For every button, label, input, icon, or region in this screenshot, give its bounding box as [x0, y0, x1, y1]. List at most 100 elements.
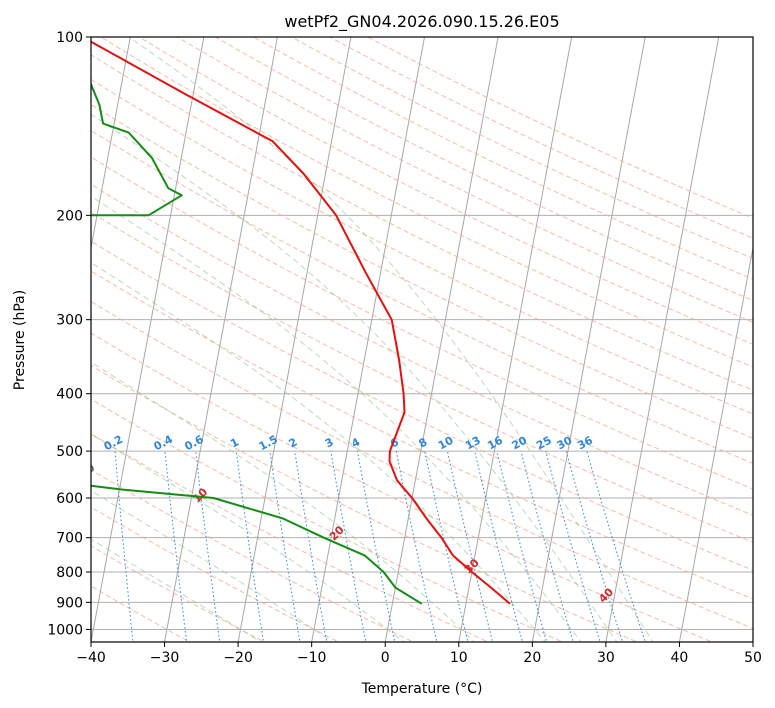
y-tick-label: 200 — [56, 208, 83, 224]
dry-adiabat — [214, 37, 753, 302]
x-tick-label: −40 — [76, 650, 106, 666]
dry-adiabat — [91, 211, 753, 543]
dry-adiabat — [91, 364, 639, 642]
dry-adiabat — [100, 37, 753, 368]
y-tick-label: 600 — [56, 491, 83, 507]
dry-adiabat — [91, 183, 753, 516]
mixing-ratio-label: 13 — [463, 434, 483, 453]
moist-adiabats — [91, 37, 654, 642]
dry-adiabat-label: -10 — [1, 447, 24, 470]
mixing-ratio-line — [565, 450, 624, 642]
plot-frame — [90, 36, 754, 643]
y-axis-label: Pressure (hPa) — [12, 290, 28, 390]
y-tick-label: 1000 — [47, 622, 83, 638]
mixing-ratio-label: 20 — [510, 434, 530, 453]
y-tick-label: 900 — [56, 595, 83, 611]
dry-adiabat — [91, 240, 753, 571]
x-tick-label: 20 — [523, 650, 541, 666]
isotherms — [0, 24, 753, 645]
data-series — [91, 40, 511, 605]
isotherm — [0, 24, 59, 645]
moist-adiabat — [91, 361, 476, 642]
mixing-ratio-label: 8 — [417, 435, 430, 450]
mixing-ratio-line — [164, 451, 188, 642]
dewpoint-profile — [91, 81, 423, 605]
x-tick-label: 10 — [450, 650, 468, 666]
x-tick-label: 0 — [381, 650, 390, 666]
dry-adiabat — [138, 37, 753, 345]
dry-adiabat — [91, 332, 714, 642]
pressure-gridlines — [91, 37, 753, 630]
mixing-ratio-line — [520, 450, 574, 642]
dry-adiabat — [91, 270, 753, 600]
x-axis-label: Temperature (°C) — [361, 681, 483, 697]
moist-adiabat — [91, 195, 582, 642]
dry-adiabat — [91, 398, 564, 642]
y-axis: 100 200 300 400 500 600 700 800 900 1000 — [47, 30, 91, 638]
dry-adiabats — [91, 37, 753, 642]
moist-adiabat — [91, 490, 334, 642]
mixing-ratio-line — [330, 451, 367, 642]
dry-adiabat — [91, 129, 753, 464]
y-tick-label: 500 — [56, 444, 83, 460]
mixing-ratio-label: 2 — [287, 435, 300, 450]
mixing-ratio-lines — [68, 450, 646, 644]
moist-adiabat — [128, 37, 654, 642]
mixing-ratio-label: 1 — [228, 435, 241, 450]
mixing-ratio-label: 0.6 — [182, 433, 206, 454]
mixing-ratio-line — [545, 450, 601, 642]
isotherm — [384, 37, 499, 642]
plot-area: 0.10.20.40.611.52346810131620253036-100-… — [0, 24, 753, 645]
mixing-ratio-line — [446, 450, 494, 642]
mixing-ratio-line — [356, 451, 396, 642]
dry-adiabat-label: 0 — [83, 461, 98, 476]
isotherm — [91, 37, 205, 642]
dry-adiabat — [91, 433, 490, 642]
mixing-ratio-line — [395, 451, 438, 642]
y-tick-label: 300 — [56, 313, 83, 329]
x-tick-label: 40 — [671, 650, 689, 666]
mixing-ratio-line — [269, 451, 301, 642]
mixing-ratio-line — [195, 451, 221, 642]
isotherm — [531, 37, 646, 642]
y-tick-label: 400 — [56, 387, 83, 403]
dry-adiabat — [91, 506, 340, 642]
y-tick-label: 800 — [56, 565, 83, 581]
temperature-profile — [91, 40, 511, 605]
moist-adiabat — [91, 433, 405, 642]
mixing-ratio-line — [294, 451, 328, 642]
y-tick-label: 100 — [56, 30, 83, 46]
mixing-ratio-line — [586, 450, 646, 642]
dry-adiabat — [366, 37, 753, 219]
dry-adiabat — [91, 585, 191, 642]
x-axis: −40 −30 −20 −10 0 10 20 30 40 50 — [76, 642, 762, 666]
dry-adiabat — [91, 104, 753, 439]
mixing-ratio-line — [68, 451, 83, 644]
mixing-ratio-line — [114, 451, 134, 642]
mixing-ratio-label: 3 — [323, 435, 336, 450]
x-tick-label: −30 — [150, 650, 180, 666]
dry-adiabat — [91, 156, 753, 490]
x-tick-label: 50 — [744, 650, 762, 666]
x-tick-label: −10 — [297, 650, 327, 666]
mixing-ratio-line — [424, 450, 469, 642]
isotherm — [237, 37, 352, 642]
dry-adiabat — [290, 37, 753, 260]
mixing-ratio-label: 16 — [485, 434, 505, 453]
mixing-ratio-label: 25 — [534, 434, 554, 453]
mixing-ratio-label: 10 — [436, 434, 456, 453]
mixing-ratio-line — [496, 450, 548, 642]
mixing-ratio-label: 4 — [349, 435, 362, 450]
moist-adiabat — [91, 261, 546, 642]
dry-adiabat — [91, 545, 266, 642]
dry-adiabat — [91, 300, 753, 630]
reference-line-labels: 0.10.20.40.611.52346810131620253036-100-… — [1, 433, 616, 606]
dry-adiabat — [252, 37, 753, 280]
mixing-ratio-label: 30 — [555, 434, 575, 453]
x-tick-label: −20 — [223, 650, 253, 666]
isotherm — [164, 37, 278, 642]
dry-adiabat — [91, 78, 753, 415]
mixing-ratio-label: 0.4 — [152, 433, 176, 454]
isotherm — [752, 639, 753, 642]
